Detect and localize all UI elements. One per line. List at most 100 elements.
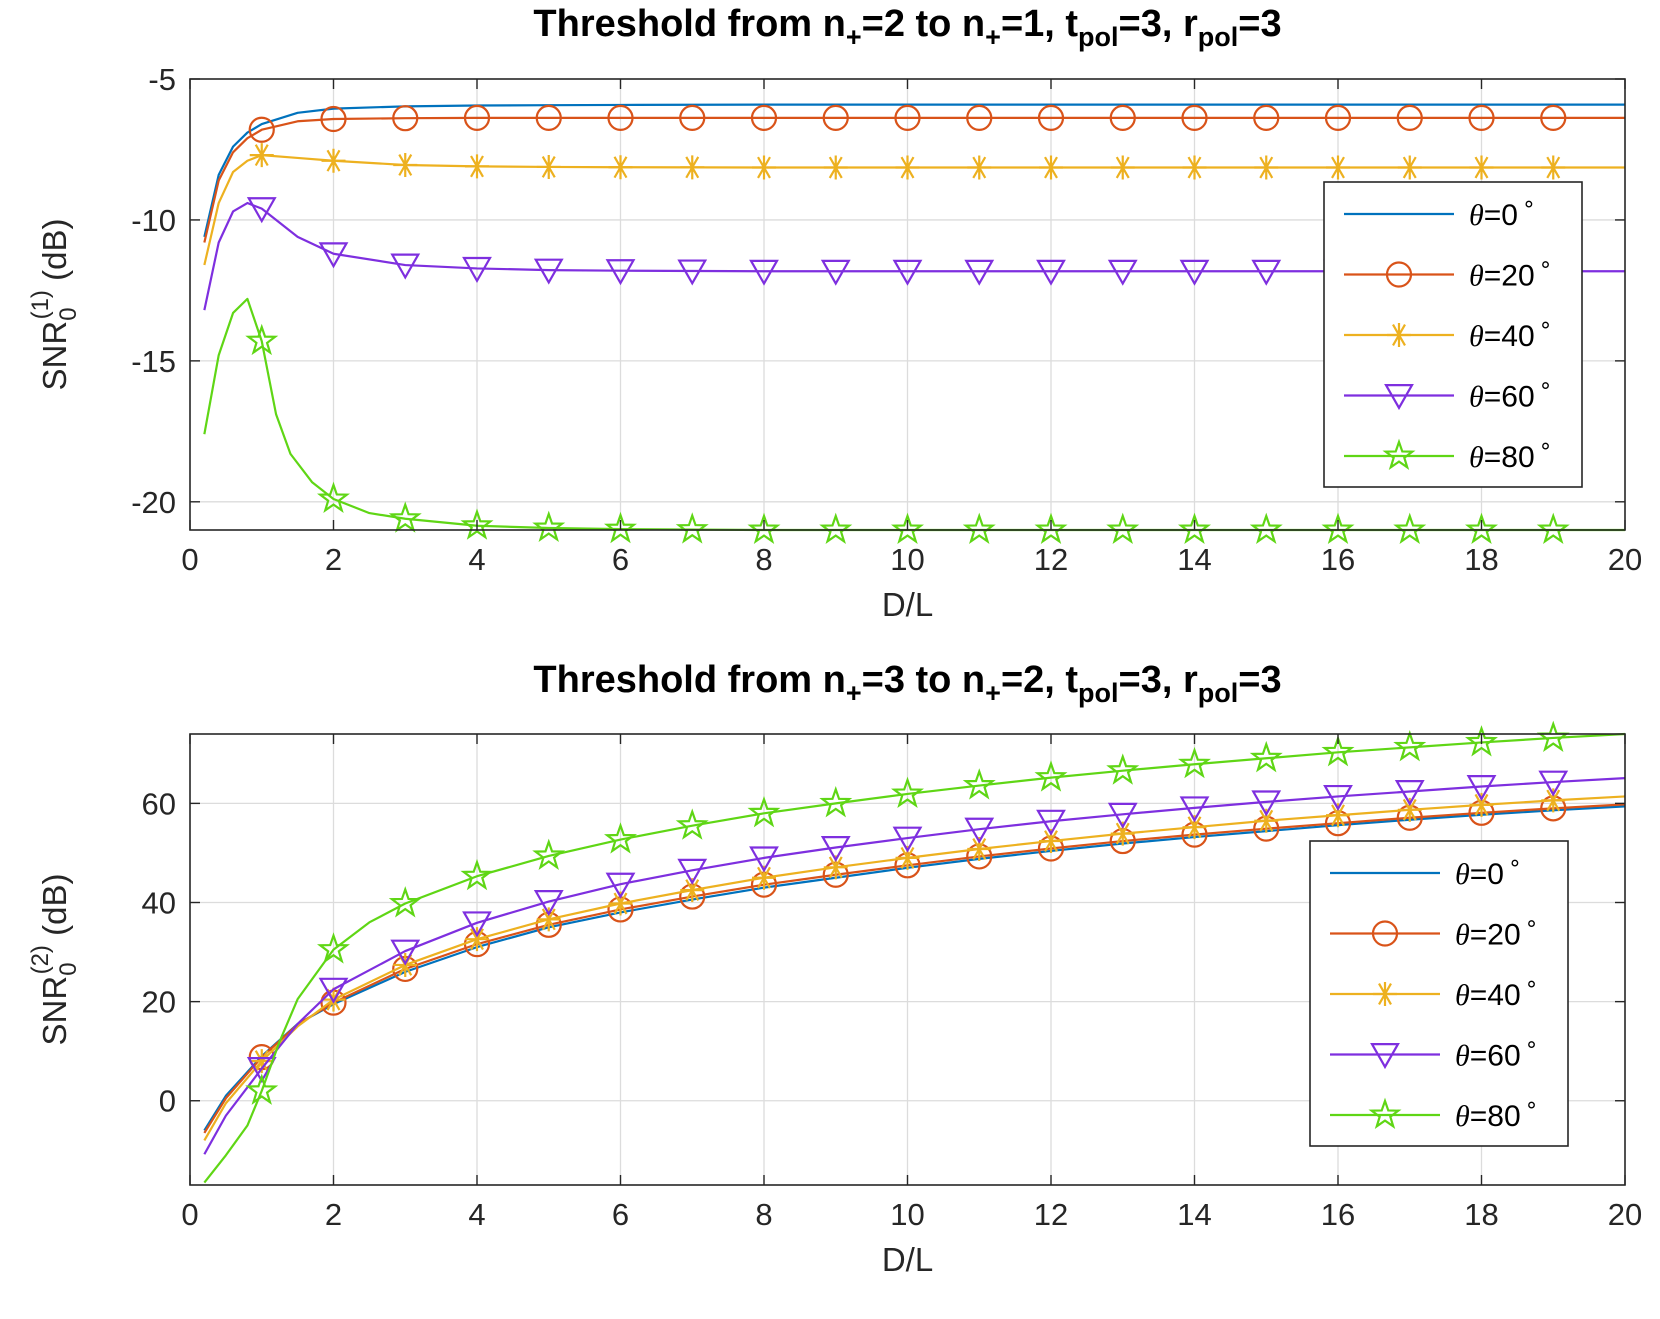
chart-2-series-5-marker-5-shape [532,838,566,870]
chart-1-series-3-marker-18 [1469,155,1494,180]
chart-1-series-2-marker-19-shape [1540,104,1567,131]
chart-2-series-3-marker-6 [608,891,633,916]
chart-1-series-5-marker-11 [962,512,996,545]
chart-1-series-4-marker-8-shape [749,259,779,286]
chart-1-ylabel-sub: 0 [55,307,82,320]
chart-1-series-2-marker-12-shape [1037,104,1065,131]
chart-1-title-sub4: pol [1198,22,1239,52]
chart-1-legend-label-5: θ=80 ∘ [1469,433,1552,474]
chart-1-series-3-marker-9 [823,155,848,180]
chart-1-ylabel-base: SNR [36,321,73,391]
chart-1-xtick-label-4: 8 [755,542,772,577]
chart-2-series-3-marker-12 [1039,829,1063,854]
chart-2-series-5-marker-10-shape [891,776,924,808]
chart-2-series-5-marker-13-shape [1106,753,1140,785]
chart-1-legend-marker-5 [1382,438,1416,471]
chart-2-series-4-marker-12 [1036,809,1066,836]
chart-1-series-2-marker-16 [1324,104,1352,131]
chart-1-series-5-marker-5-shape [532,510,566,543]
chart-1-series-3-marker-15 [1254,155,1279,180]
chart-1-series-4-marker-3-shape [390,253,421,280]
chart-2-series-3-marker-5-shape [536,907,561,932]
chart-1-series-5-marker-19 [1536,512,1570,545]
chart-1-series-3-marker-18-shape [1469,155,1494,180]
chart-2-series-3-marker-6-shape [608,891,633,916]
chart-2-series-4 [203,770,1626,1155]
chart-1-series-2-marker-19 [1540,104,1567,131]
chart-1-series-4-marker-7 [677,259,708,286]
chart-1-series-4-marker-12 [1036,259,1066,286]
chart-2-series-3-marker-14-shape [1182,815,1207,840]
chart-1-xtick-label-5: 10 [890,542,924,577]
chart-1-series-3-marker-10 [895,155,920,180]
chart-2-legend-degree-3: ∘ [1525,971,1539,996]
chart-1-series-2-marker-3 [392,105,419,132]
chart-1-series-3-marker-13 [1110,155,1135,180]
chart-2-legend-marker-3 [1373,982,1397,1006]
chart-1-series-2-marker-3-shape [392,105,419,132]
chart-2-series-5-marker-5 [532,838,566,870]
chart-2-series-5-marker-8 [747,795,781,828]
chart-1-series-4-marker-10-shape [892,259,923,286]
chart-2-series-5-marker-2 [317,932,350,964]
chart-2-legend-value-4: =60 [1470,1040,1521,1073]
chart-2-title-sub2: + [985,678,1001,708]
chart-2-series-3-marker-9 [823,855,848,880]
chart-1-series-2-marker-13-shape [1109,104,1136,131]
chart-1-series-5-marker-19-shape [1536,512,1570,545]
chart-1-series-5-marker-3-shape [388,501,422,533]
chart-1-xlabel: D/L [882,586,933,623]
chart-1-legend-label-4: θ=60 ∘ [1469,373,1552,414]
chart-2-legend: θ=0 ∘θ=20 ∘θ=40 ∘θ=60 ∘θ=80 ∘ [1309,840,1569,1147]
chart-2-series-5 [203,720,1626,1184]
chart-2-series-3-marker-13 [1110,821,1135,846]
chart-1-series-2-marker-2 [320,105,347,133]
chart-2-ytick-label-3: 0 [159,1084,176,1119]
chart-1-legend-degree-2: ∘ [1539,252,1553,277]
chart-1-series-5-marker-11-shape [962,512,996,545]
chart-2-xtick-label-10: 20 [1608,1197,1642,1232]
chart-2-xlabel: D/L [882,1241,933,1278]
chart-1-title-sub2: + [985,22,1001,52]
chart-2-ytick-label-0: 60 [142,786,176,821]
chart-1-series-2-marker-7 [679,104,706,131]
chart-1-series-5-marker-3 [388,501,422,533]
chart-1-series-2-marker-4-shape [463,104,491,131]
chart-2-series-4-marker-16-shape [1323,784,1353,812]
chart-1-series-5-marker-9-shape [819,512,853,545]
chart-1-title-sub3: pol [1078,22,1119,52]
chart-1-ytick-label-2: -15 [131,344,176,379]
chart-1-legend-value-3: =40 [1484,320,1535,353]
chart-1-series-2-marker-7-shape [679,104,706,131]
chart-2-title: Threshold from n+=3 to n+=2, tpol=3, rpo… [533,659,1281,708]
chart-2-series-4-marker-15-shape [1251,790,1282,817]
chart-2-legend-degree-4: ∘ [1525,1032,1539,1057]
chart-2-legend-marker-2 [1371,920,1399,947]
chart-2-series-4-marker-9-shape [820,835,851,863]
chart-2-series-3-marker-1-shape [249,1049,274,1074]
chart-1-legend-label-2: θ=20 ∘ [1469,252,1552,293]
chart-2-xtick-label-0: 0 [181,1197,198,1232]
chart-2-series-5-marker-12-shape [1034,760,1068,792]
chart-1-series-3-marker-8-shape [752,155,776,180]
chart-2-series-4-marker-5 [533,890,564,917]
chart-1-series-4-marker-5-shape [533,258,564,285]
chart-1-series-4-marker-14-shape [1179,259,1210,286]
chart-1-legend-theta-3: θ [1469,320,1484,353]
chart-2-series-4-marker-18-shape [1466,775,1497,802]
chart-2-ylabel-sup: (2) [27,945,54,974]
chart-1-series-4-marker-4-shape [462,256,492,283]
chart-2-series-4-marker-4-shape [462,911,492,938]
chart-1-series-3-line [203,154,1625,266]
chart-1-series-2 [203,104,1625,243]
chart-1-series-4-marker-13-shape [1107,259,1138,286]
chart-2-series-5-marker-11 [962,768,996,800]
chart-2-series-5-marker-4-shape [460,858,494,891]
chart-1-series-5-marker-17 [1393,512,1427,545]
chart-1-series-5-marker-18-shape [1465,512,1498,545]
chart-2-legend-value-3: =40 [1470,979,1521,1012]
chart-2-series-4-marker-6 [605,872,636,899]
chart-1-series-5-marker-6-shape [604,511,637,544]
chart-1-series-3-marker-7-shape [680,155,705,180]
chart-1-xtick-label-3: 6 [612,542,629,577]
